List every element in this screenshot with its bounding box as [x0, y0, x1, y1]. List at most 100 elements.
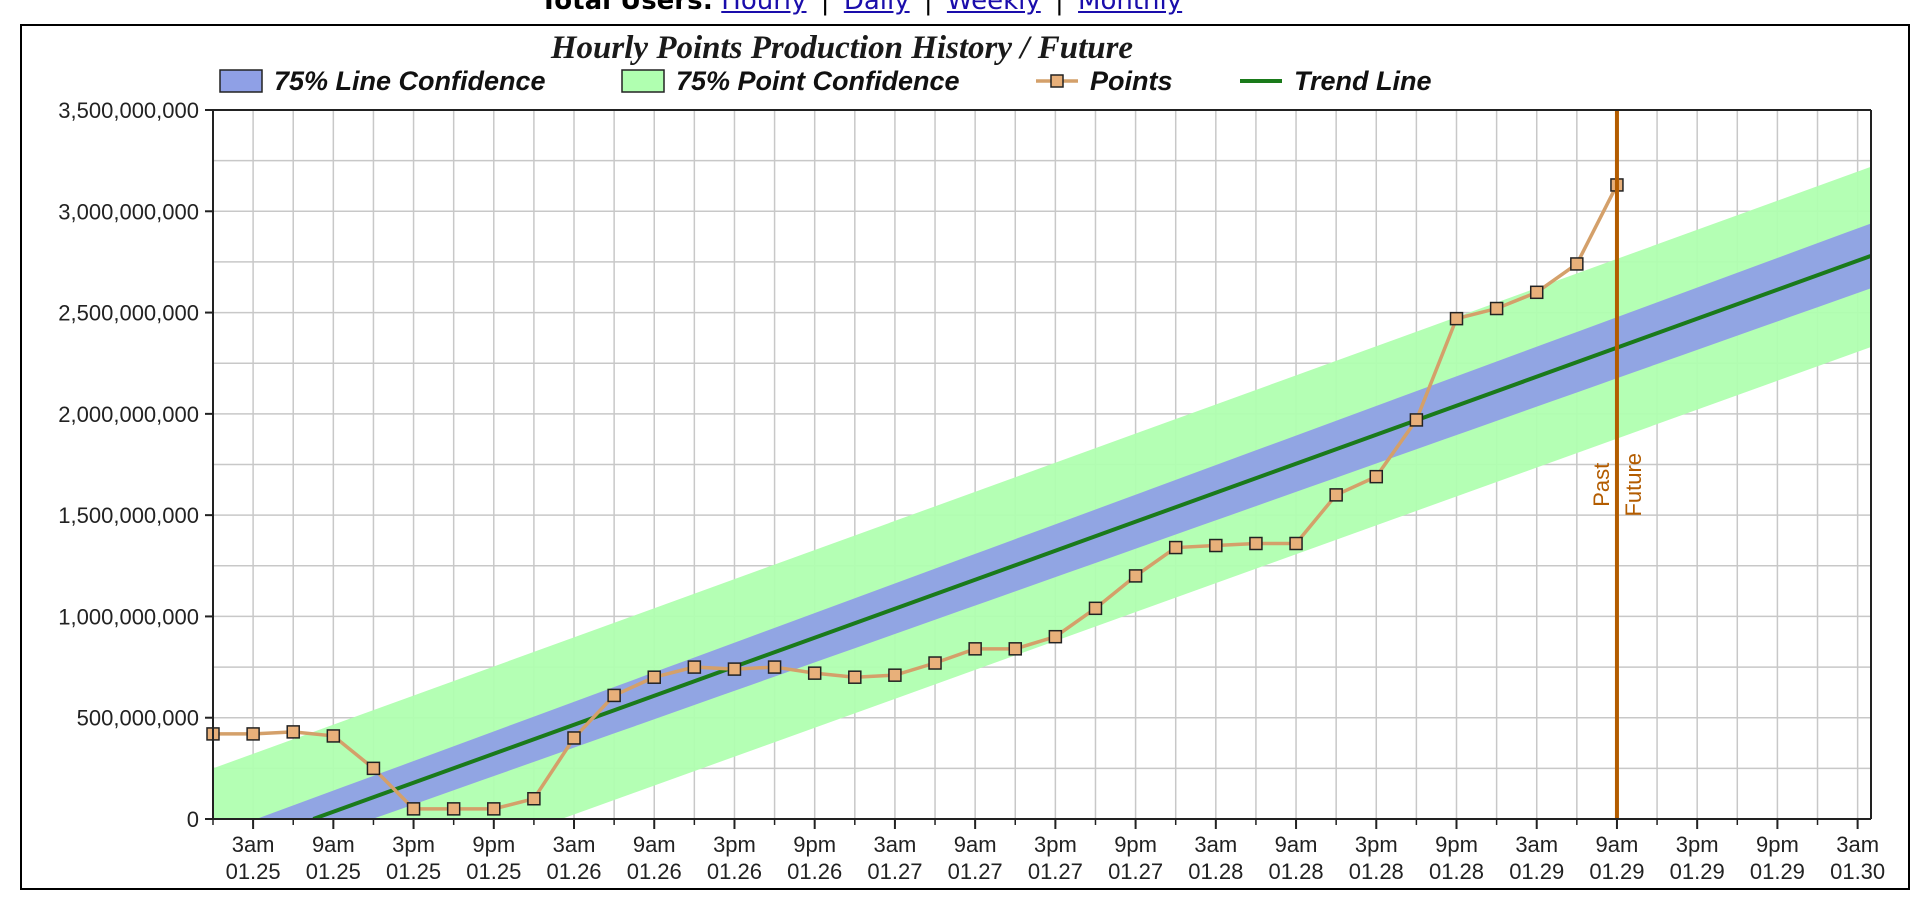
x-tick-label-time: 9pm	[1435, 832, 1478, 857]
points-marker	[1048, 629, 1063, 644]
y-tick-label: 3,500,000,000	[58, 98, 199, 123]
x-tick-label-date: 01.28	[1269, 859, 1324, 884]
x-tick-label-time: 9am	[1275, 832, 1318, 857]
points-marker	[567, 731, 581, 745]
legend-label-trend-line: Trend Line	[1294, 66, 1432, 96]
y-tick-label: 2,500,000,000	[58, 301, 199, 326]
points-marker	[487, 802, 501, 816]
points-marker	[968, 642, 982, 656]
x-tick-label-time: 3pm	[392, 832, 435, 857]
x-tick-label-date: 01.25	[386, 859, 441, 884]
y-tick-label: 500,000,000	[77, 706, 199, 731]
legend-label-line-confidence: 75% Line Confidence	[274, 66, 546, 96]
x-tick-label-date: 01.26	[787, 859, 842, 884]
x-tick-label-time: 9pm	[793, 832, 836, 857]
x-tick-label-date: 01.25	[306, 859, 361, 884]
x-tick-label-time: 3pm	[713, 832, 756, 857]
y-tick-label: 2,000,000,000	[58, 402, 199, 427]
points-production-chart: Hourly Points Production History / Futur…	[58, 30, 1885, 884]
points-marker	[1570, 257, 1584, 271]
total-users-label: Total Users:	[540, 0, 713, 16]
x-tick-label-time: 3pm	[1034, 832, 1077, 857]
x-tick-label-time: 9pm	[1756, 832, 1799, 857]
points-marker	[1369, 469, 1384, 484]
y-tick-label: 1,500,000,000	[58, 503, 199, 528]
x-tick-label-date: 01.26	[707, 859, 762, 884]
x-tick-label-date: 01.29	[1670, 859, 1725, 884]
points-marker	[1489, 301, 1504, 316]
points-marker	[727, 662, 742, 676]
total-users-nav: Total Users: Hourly | Daily | Weekly | M…	[540, 0, 1182, 16]
x-tick-label-date: 01.28	[1349, 859, 1404, 884]
points-marker	[1329, 488, 1343, 502]
point-confidence-band	[213, 166, 1871, 819]
points-marker	[1088, 601, 1103, 616]
x-tick-label-time: 9am	[633, 832, 676, 857]
points-marker	[286, 725, 300, 739]
x-tick-label-date: 01.26	[546, 859, 601, 884]
chart-title: Hourly Points Production History / Futur…	[550, 30, 1133, 66]
x-tick-label-time: 3am	[232, 832, 275, 857]
points-marker	[1008, 642, 1023, 656]
y-tick-label: 3,000,000,000	[58, 199, 199, 224]
chart-legend: 75% Line Confidence 75% Point Confidence P…	[219, 66, 1432, 96]
x-tick-label-time: 3am	[553, 832, 596, 857]
x-tick-label-time: 3am	[1515, 832, 1558, 857]
x-tick-label-date: 01.25	[466, 859, 521, 884]
x-tick-label-date: 01.28	[1188, 859, 1243, 884]
plot-series	[213, 166, 1871, 819]
x-tick-label-time: 3pm	[1676, 832, 1719, 857]
legend-label-point-confidence: 75% Point Confidence	[676, 66, 960, 96]
daily-link[interactable]: Daily	[843, 0, 910, 16]
points-marker	[1128, 569, 1143, 583]
points-marker	[1529, 285, 1544, 300]
points-marker	[366, 761, 381, 776]
x-tick-label-date: 01.29	[1750, 859, 1805, 884]
y-tick-label: 0	[187, 807, 199, 832]
future-label: Future	[1621, 453, 1646, 517]
points-marker	[446, 802, 461, 816]
x-tick-label-date: 01.27	[867, 859, 922, 884]
points-marker	[647, 670, 661, 684]
points-marker	[767, 660, 782, 674]
plot-area: Past Future 0 500,000,000 1,000,000,000 1,500…	[58, 98, 1885, 884]
trend-line	[312, 253, 1871, 819]
points-marker	[1209, 538, 1223, 553]
points-marker	[326, 729, 341, 743]
x-tick-label-date: 01.27	[1028, 859, 1083, 884]
x-tick-label-date: 01.29	[1509, 859, 1564, 884]
points-marker	[1249, 536, 1263, 551]
points-marker	[607, 688, 621, 703]
x-tick-label-date: 01.27	[1108, 859, 1163, 884]
legend-swatch-points-marker	[1050, 74, 1064, 88]
x-tick-label-time: 9am	[1596, 832, 1639, 857]
points-marker	[1289, 536, 1303, 551]
y-tick-label: 1,000,000,000	[58, 604, 199, 629]
x-tick-label-time: 9pm	[1114, 832, 1157, 857]
x-tick-label-time: 9am	[954, 832, 997, 857]
weekly-link[interactable]: Weekly	[946, 0, 1041, 16]
points-marker	[1449, 311, 1464, 326]
chart-frame: Hourly Points Production History / Futur…	[20, 24, 1910, 890]
x-tick-label-time: 3am	[1194, 832, 1237, 857]
x-tick-label-date: 01.29	[1589, 859, 1644, 884]
x-tick-label-time: 9am	[312, 832, 355, 857]
points-marker	[687, 660, 702, 674]
x-tick-label-date: 01.27	[948, 859, 1003, 884]
x-tick-label-time: 3pm	[1355, 832, 1398, 857]
x-tick-label-date: 01.30	[1830, 859, 1885, 884]
x-tick-label-date: 01.25	[226, 859, 281, 884]
legend-swatch-point-confidence	[621, 69, 665, 93]
points-marker	[848, 670, 862, 684]
x-tick-label-time: 3am	[1836, 832, 1879, 857]
points-marker	[1409, 413, 1424, 427]
x-tick-label-time: 9pm	[472, 832, 515, 857]
past-label: Past	[1589, 463, 1614, 507]
monthly-link[interactable]: Monthly	[1078, 0, 1183, 16]
points-marker	[807, 666, 822, 680]
x-tick-label-date: 01.26	[627, 859, 682, 884]
nav-separator: |	[923, 0, 933, 16]
hourly-link[interactable]: Hourly	[721, 0, 807, 16]
points-marker	[928, 656, 942, 670]
legend-swatch-line-confidence	[219, 69, 263, 93]
